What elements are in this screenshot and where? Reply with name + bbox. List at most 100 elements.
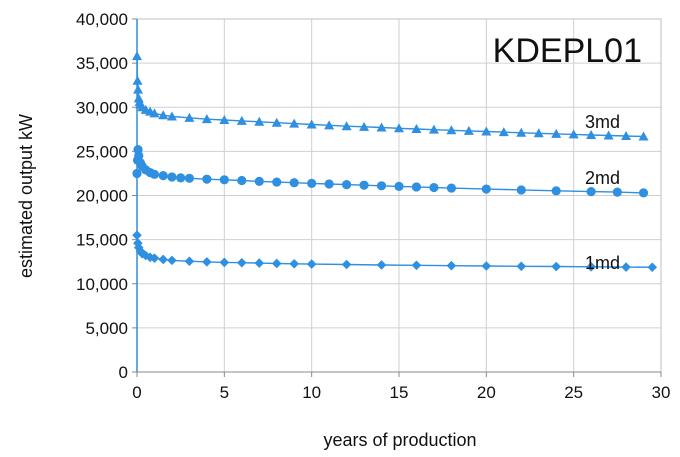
data-point-2md	[551, 186, 561, 196]
data-point-3md	[201, 114, 212, 124]
series-group	[132, 51, 658, 273]
data-point-3md	[271, 117, 282, 127]
x-tick-label: 15	[390, 383, 409, 402]
data-point-1md	[158, 254, 168, 265]
data-point-3md	[498, 127, 509, 137]
data-point-3md	[428, 124, 439, 134]
data-point-3md	[376, 122, 387, 132]
data-point-2md	[307, 178, 317, 189]
data-point-3md	[463, 125, 474, 135]
data-point-2md	[167, 172, 177, 182]
x-tick-label: 20	[477, 383, 496, 402]
series-label-2md: 2md	[585, 168, 620, 188]
series-label-3md: 3md	[585, 112, 620, 132]
data-point-3md	[133, 84, 144, 94]
x-tick-label: 10	[302, 383, 321, 402]
data-point-1md	[202, 257, 212, 267]
data-point-1md	[137, 248, 148, 259]
data-point-1md	[376, 260, 387, 270]
data-point-1md	[621, 262, 631, 272]
data-point-3md	[638, 131, 649, 141]
data-point-3md	[149, 108, 160, 118]
data-point-2md	[359, 180, 369, 190]
y-tick-label: 5,000	[85, 319, 128, 338]
tick-labels: 0 5,000 10,000 15,000 20,000 25,000 30,000 35,0…	[76, 10, 670, 402]
data-point-2md	[429, 182, 439, 193]
data-point-3md	[603, 130, 614, 140]
data-point-2md	[149, 169, 160, 179]
data-point-1md	[149, 253, 160, 263]
data-point-1md	[586, 262, 596, 272]
series-3md	[132, 51, 649, 141]
data-point-2md	[376, 181, 387, 191]
data-point-3md	[219, 115, 230, 125]
data-point-3md	[586, 129, 597, 139]
data-point-1md	[341, 259, 352, 270]
data-point-3md	[446, 125, 457, 135]
data-point-2md	[586, 187, 596, 197]
data-point-2md	[272, 177, 282, 187]
data-point-3md	[132, 51, 142, 61]
y-tick-label: 35,000	[76, 54, 128, 73]
x-axis-label: years of production	[323, 430, 476, 450]
data-point-2md	[237, 175, 247, 186]
data-point-3md	[254, 116, 265, 126]
y-tick-label: 40,000	[76, 10, 128, 29]
data-point-3md	[184, 112, 195, 122]
data-point-2md	[132, 168, 142, 179]
series-label-1md: 1md	[585, 253, 620, 273]
data-point-3md	[551, 128, 562, 138]
x-tick-label: 25	[564, 383, 583, 402]
data-point-1md	[271, 258, 282, 269]
data-point-3md	[621, 131, 632, 141]
data-point-2md	[158, 171, 168, 181]
data-point-2md	[324, 179, 334, 189]
data-point-2md	[638, 188, 649, 198]
series-1md	[132, 230, 658, 273]
data-point-1md	[289, 259, 299, 269]
data-point-3md	[359, 121, 370, 131]
data-point-2md	[411, 182, 422, 192]
y-tick-label: 30,000	[76, 98, 128, 117]
data-point-2md	[342, 180, 352, 190]
data-point-2md	[289, 178, 299, 188]
data-point-3md	[533, 128, 544, 138]
data-point-1md	[647, 262, 658, 273]
data-point-2md	[202, 174, 212, 184]
data-point-1md	[145, 252, 155, 263]
data-point-1md	[254, 258, 265, 268]
y-tick-label: 25,000	[76, 142, 128, 161]
y-tick-label: 10,000	[76, 275, 128, 294]
data-point-2md	[254, 176, 264, 186]
data-point-2md	[184, 173, 194, 183]
data-point-3md	[341, 121, 352, 131]
data-point-2md	[516, 185, 526, 195]
data-point-3md	[289, 118, 300, 128]
data-point-3md	[166, 111, 177, 121]
data-point-1md	[184, 256, 195, 267]
data-point-1md	[481, 261, 492, 271]
data-point-1md	[132, 230, 142, 241]
data-point-3md	[158, 110, 169, 120]
data-point-2md	[219, 175, 229, 185]
series-2md	[132, 145, 649, 198]
data-point-1md	[237, 257, 247, 268]
data-point-3md	[236, 115, 247, 125]
data-point-2md	[134, 151, 144, 161]
data-point-1md	[219, 257, 230, 268]
x-tick-label: 30	[652, 383, 671, 402]
data-point-3md	[394, 123, 404, 133]
data-point-1md	[516, 261, 527, 272]
data-point-3md	[568, 129, 579, 139]
y-tick-label: 0	[119, 363, 128, 382]
data-point-1md	[551, 261, 561, 272]
data-point-2md	[446, 183, 456, 193]
data-point-3md	[411, 123, 422, 133]
x-tick-label: 5	[220, 383, 229, 402]
data-point-1md	[306, 259, 317, 269]
data-point-3md	[481, 126, 492, 136]
data-point-2md	[394, 181, 404, 192]
y-tick-label: 15,000	[76, 231, 128, 250]
